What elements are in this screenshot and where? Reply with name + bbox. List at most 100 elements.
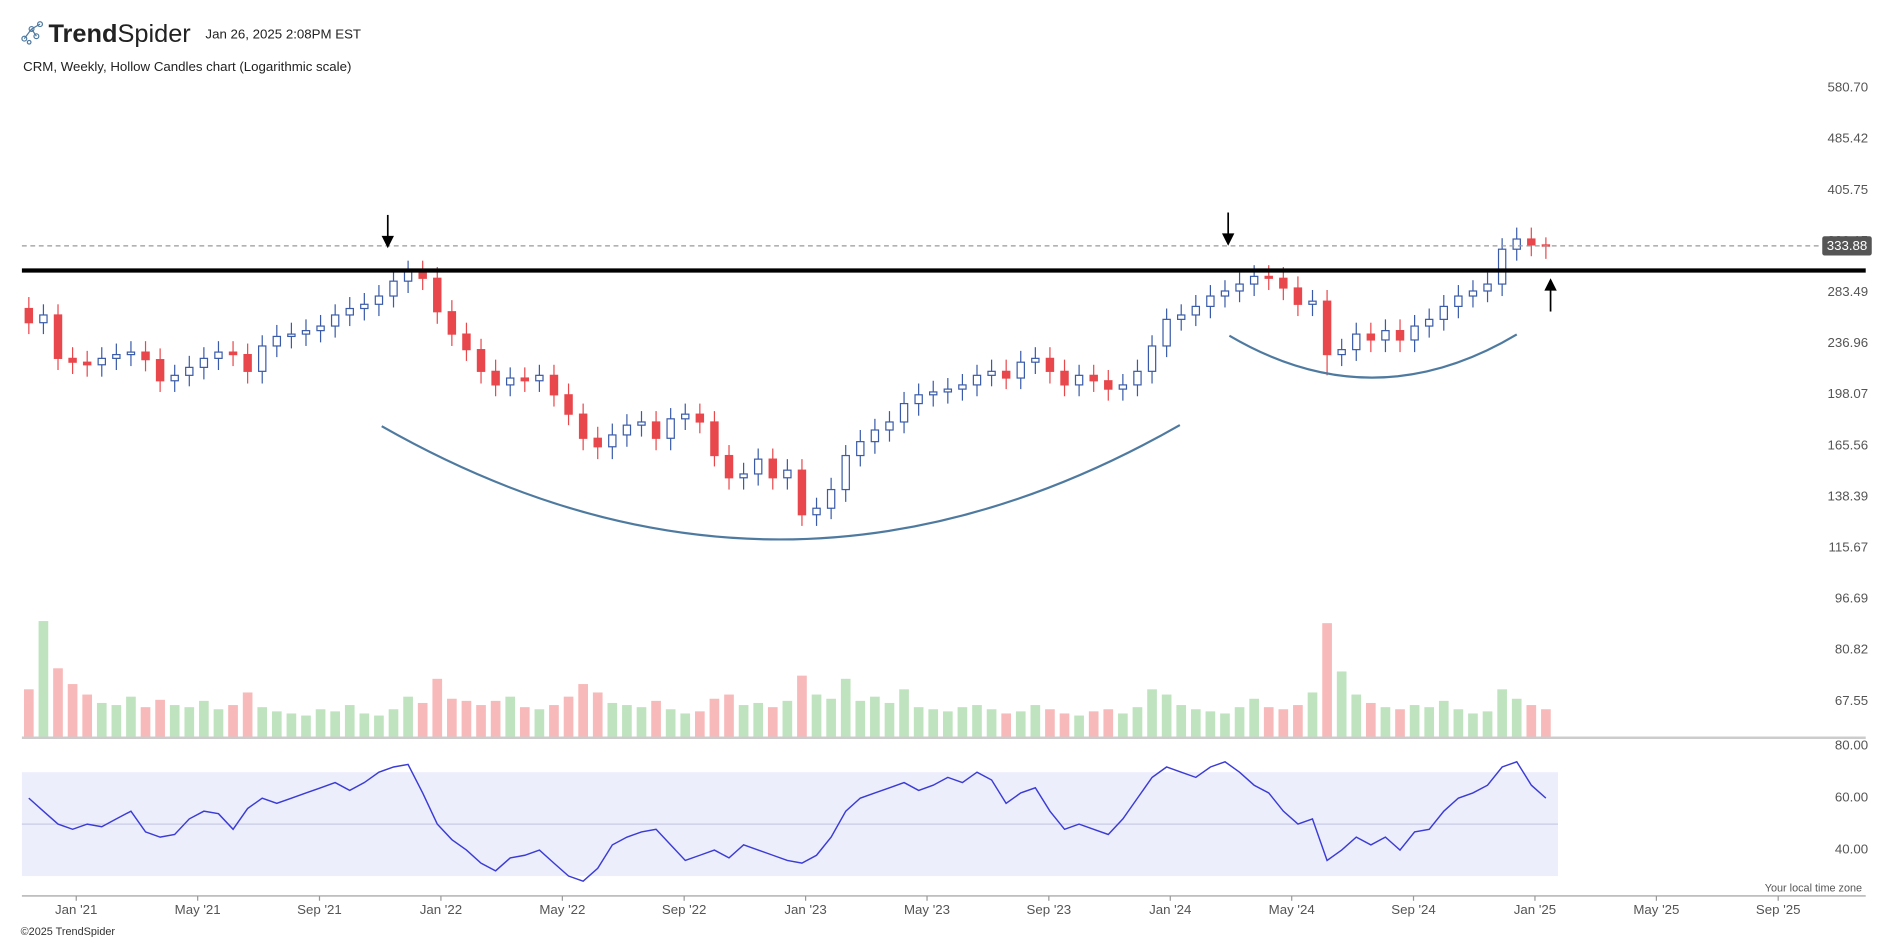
volume-bar — [913, 707, 924, 737]
volume-bar — [1278, 709, 1289, 737]
volume-bar — [1395, 709, 1405, 737]
candle-body — [228, 351, 238, 356]
candle-body — [155, 359, 165, 382]
volume-bar — [1118, 713, 1128, 737]
candle-body — [695, 413, 705, 423]
volume-bar — [140, 707, 151, 737]
volume-bar — [1045, 709, 1055, 737]
volume-bar — [403, 696, 413, 737]
volume-bar — [67, 684, 78, 737]
volume-bar — [1088, 711, 1099, 737]
candle-body — [1176, 314, 1186, 320]
x-tick-label: May '24 — [1269, 902, 1315, 917]
volume-bar — [942, 711, 953, 737]
volume-bar — [957, 707, 968, 737]
candle-body — [1439, 305, 1449, 320]
volume-bar — [1307, 692, 1318, 737]
candle-body — [710, 421, 719, 457]
candle-body — [739, 473, 748, 479]
candle-body — [943, 388, 953, 393]
candle-body — [141, 351, 150, 361]
volume-bar — [344, 705, 355, 737]
volume-bar — [1220, 713, 1230, 737]
candle-body — [1031, 357, 1040, 363]
volume-bar — [899, 689, 909, 737]
candle-body — [1264, 275, 1273, 279]
candle-body — [724, 454, 734, 479]
candle-body — [885, 421, 894, 431]
volume-bar — [840, 678, 851, 737]
volume-bar — [855, 700, 866, 737]
volume-bar — [797, 675, 807, 737]
volume-bar — [169, 705, 180, 737]
volume-bar — [1074, 715, 1084, 737]
x-tick-label: Sep '23 — [1027, 902, 1072, 917]
candle-body — [316, 325, 325, 332]
y-tick-label: 236.96 — [1828, 335, 1869, 350]
candle-body — [301, 330, 311, 335]
volume-bar — [738, 705, 749, 737]
candle-body — [958, 384, 967, 390]
volume-bar — [53, 668, 63, 737]
plot: 580.70485.42405.75339.15283.49236.96198.… — [21, 80, 1872, 917]
volume-bar — [417, 702, 428, 737]
volume-bar — [1249, 698, 1259, 737]
candle-body — [1104, 380, 1113, 390]
candle-body — [214, 351, 223, 359]
candle-body — [24, 307, 34, 324]
logo-icon — [21, 21, 44, 45]
candle-body — [403, 271, 413, 282]
volume-bar — [767, 707, 778, 737]
candle-body — [535, 374, 544, 382]
volume-bar — [870, 696, 880, 737]
volume-bar — [1205, 711, 1216, 737]
volume-bar — [782, 700, 793, 737]
volume-bar — [213, 709, 224, 737]
volume-bar — [753, 702, 764, 737]
timestamp: Jan 26, 2025 2:08PM EST — [205, 27, 361, 42]
x-tick-label: Jan '21 — [55, 902, 97, 917]
candle-body — [447, 311, 457, 335]
candle-body — [462, 333, 471, 351]
volume-bar — [1468, 713, 1478, 737]
candle-body — [112, 353, 121, 359]
volume-bar — [622, 705, 632, 737]
volume-bar — [1366, 702, 1376, 737]
volume-bar — [24, 689, 34, 737]
volume-bar — [651, 700, 661, 737]
y-tick-label: 198.07 — [1828, 386, 1869, 401]
y-tick-label: 580.70 — [1828, 80, 1869, 95]
volume-bar — [1380, 707, 1391, 737]
candle-body — [783, 469, 792, 479]
candle-body — [1527, 238, 1536, 246]
x-tick-label: May '21 — [175, 902, 221, 917]
volume-bar — [476, 705, 486, 737]
candle-body — [360, 303, 369, 310]
x-tick-label: May '25 — [1633, 902, 1679, 917]
candle-body — [1424, 318, 1434, 327]
candle-body — [491, 370, 500, 386]
volume-bar — [709, 698, 720, 737]
x-tick-label: Sep '21 — [297, 902, 342, 917]
candle-body — [1352, 333, 1361, 351]
volume-bar — [271, 711, 282, 737]
candle-body — [753, 458, 763, 475]
candle-body — [1206, 295, 1215, 308]
last-price-label: 333.88 — [1827, 238, 1868, 253]
candle-body — [1337, 349, 1346, 356]
candle-body — [1454, 295, 1463, 308]
last-price-box — [1822, 236, 1872, 256]
y-tick-label: 67.55 — [1835, 693, 1868, 708]
candle-body — [1220, 290, 1230, 297]
copyright: ©2025 TrendSpider — [21, 926, 116, 937]
rsi-tick-label: 40.00 — [1835, 842, 1868, 857]
volume-bar — [1190, 709, 1201, 737]
candle-body — [593, 437, 602, 448]
brand-light: Spider — [117, 20, 191, 48]
candle-body — [622, 424, 632, 436]
volume-bar — [447, 698, 457, 737]
volume-bar — [972, 705, 982, 737]
volume-bar — [1541, 709, 1551, 737]
chart-title: CRM, Weekly, Hollow Candles chart (Logar… — [23, 59, 351, 74]
volume-bar — [1424, 707, 1435, 737]
